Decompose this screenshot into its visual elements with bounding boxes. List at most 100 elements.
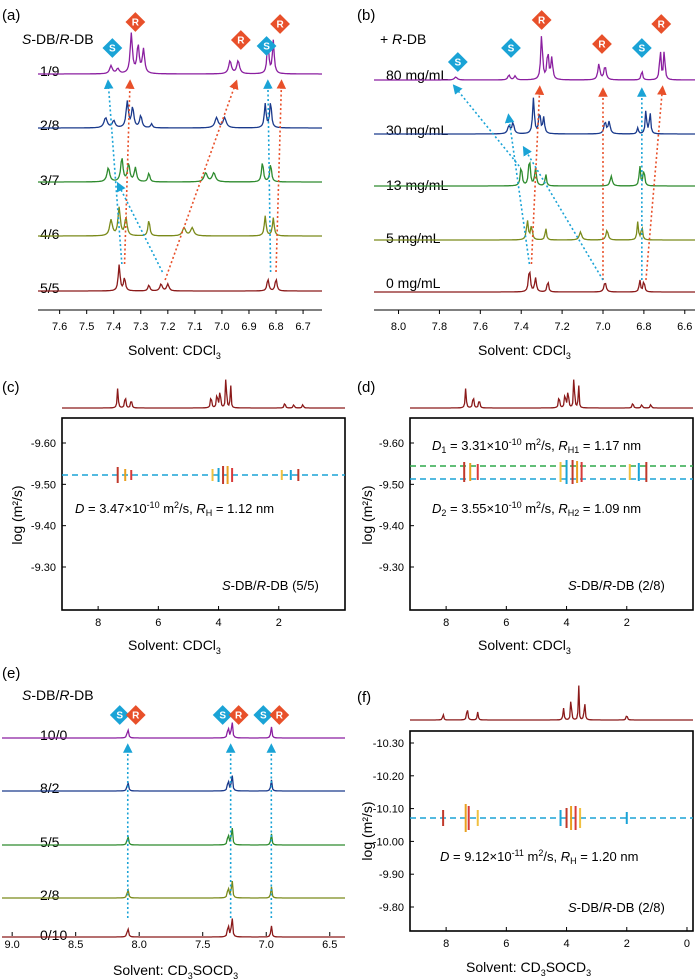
y-tick-label: -9.40: [31, 521, 56, 533]
axis-a-tick-label: 6.7: [295, 321, 310, 333]
badge-s-letter: S: [263, 42, 270, 53]
panel-a: (a) S-DB/R-DB 1/9 2/8 3/7 4/6 5/5 SRRSR …: [2, 7, 322, 361]
spectrum-line: [374, 270, 695, 293]
sample-c: S-DB/R-DB (5/5): [222, 578, 319, 593]
badge-r-letter: R: [237, 36, 245, 47]
panel-c: (c) -9.60 -9.50 -9.40 -9.30 log (m²/s) D = …: [2, 379, 346, 656]
row-label: 8/2: [40, 780, 60, 796]
panel-b-label: (b): [357, 7, 375, 24]
dosy-peaks-f: [442, 804, 628, 832]
x-axis-title-a: Solvent: CDCl3: [128, 342, 221, 361]
row-label: 80 mg/mL: [386, 67, 448, 83]
dosy-peaks-c: [116, 466, 300, 484]
x-axis-title-e: Solvent: CD3SOCD3: [113, 962, 238, 980]
annotation-c: D = 3.47×10-10 m2/s, RH = 1.12 nm: [75, 500, 274, 518]
row-label: 3/7: [40, 172, 60, 188]
panel-e-legend-title: S-DB/R-DB: [22, 687, 94, 703]
axis-a-tick-label: 6.8: [268, 321, 283, 333]
row-label: 2/8: [40, 117, 60, 133]
axis-a-tick-label: 7.0: [214, 321, 229, 333]
x-ticks-c: 8 6 4 2: [95, 606, 282, 629]
axis-b-tick-label: 7.8: [432, 321, 447, 333]
axis-a-tick-label: 7.1: [187, 321, 202, 333]
row-label: 13 mg/mL: [386, 177, 448, 193]
badge-s-letter: S: [219, 711, 226, 722]
y-axis-title-c: log (m²/s): [9, 485, 25, 544]
badge-r: R: [230, 30, 251, 50]
shift-arrow-s: [116, 181, 164, 273]
shift-arrow-s: [522, 145, 604, 281]
badge-s-letter: S: [639, 44, 646, 55]
badge-r-letter: R: [132, 18, 140, 29]
badge-s-shape: [102, 38, 123, 58]
spectrum-line: [2, 828, 345, 846]
badge-r: R: [269, 705, 290, 725]
x-ticks-f: 8 6 4 2 0: [443, 927, 690, 950]
badge-s-letter: S: [508, 44, 515, 55]
x-tick-label: 4: [215, 617, 221, 629]
badge-s-shape: [253, 705, 274, 725]
row-label: 0 mg/mL: [386, 275, 441, 291]
y-tick-label: -9.50: [379, 479, 404, 491]
y-tick-label: -9.30: [379, 562, 404, 574]
y-tick-label: -9.80: [379, 902, 404, 914]
y-axis-title-d: log (m²/s): [359, 485, 375, 544]
badge-s: S: [631, 38, 652, 58]
dosy-frame-d: [409, 417, 694, 611]
badge-s-letter: S: [109, 44, 116, 55]
spectra-e: [2, 722, 345, 938]
projection-line: [410, 685, 693, 721]
spectrum-line: [38, 100, 322, 129]
spectrum-line: [38, 158, 322, 183]
x-tick-label: 6: [155, 617, 161, 629]
panel-d-label: (d): [357, 379, 375, 396]
x-ticks-d: 8 6 4 2: [443, 606, 630, 629]
annotation-d2: D2 = 3.55×10-10 m2/s, RH2 = 1.09 nm: [432, 500, 641, 518]
x-ticks-a: 7.6 7.5 7.4 7.3 7.2 7.1 7.0 6.9 6.8 6.7: [52, 310, 311, 333]
shift-arrow-r: [164, 79, 239, 281]
dosy-frame-c: [61, 417, 346, 611]
y-tick-label: -9.30: [31, 562, 56, 574]
projection-line: [62, 379, 345, 409]
axis-b-tick-label: 7.0: [595, 321, 610, 333]
axis-e-tick-label: 7.0: [259, 939, 274, 951]
badge-s: S: [447, 52, 468, 72]
badge-r-shape: [269, 705, 290, 725]
x-axis-title-f: Solvent: CD3SOCD3: [466, 959, 591, 978]
spectra-a: [38, 32, 322, 292]
y-tick-label: -10.30: [373, 738, 404, 750]
badge-s: S: [253, 705, 274, 725]
x-tick-label: 6: [503, 617, 509, 629]
panel-b-legend-title: + R-DB: [380, 31, 426, 47]
spectrum-line: [374, 36, 695, 81]
badge-r: R: [125, 705, 146, 725]
badge-r: R: [651, 14, 672, 34]
panel-e-label: (e): [2, 665, 20, 682]
badge-s-shape: [447, 52, 468, 72]
panel-b: (b) + R-DB 80 mg/mL 30 mg/mL 13 mg/mL 5 …: [357, 7, 695, 361]
badge-r: R: [228, 705, 249, 725]
axis-a-tick-label: 7.4: [106, 321, 121, 333]
x-tick-label: 6: [503, 938, 509, 950]
badge-s-shape: [256, 36, 277, 56]
sample-d: S-DB/R-DB (2/8): [568, 578, 665, 593]
y-ticks-c: -9.60 -9.50 -9.40 -9.30: [31, 438, 66, 574]
panel-d: (d) -9.60 -9.50 -9.40 -9.30 log (m²/s) D1 =…: [357, 379, 694, 656]
axis-b-tick-label: 7.6: [473, 321, 488, 333]
x-tick-label: 8: [95, 617, 101, 629]
badge-s-letter: S: [260, 711, 267, 722]
x-axis-title-c: Solvent: CDCl3: [128, 637, 221, 656]
panel-a-label: (a): [2, 7, 20, 24]
shift-arrow-s: [103, 79, 123, 265]
badge-r-letter: R: [598, 40, 606, 51]
row-label: 2/8: [40, 887, 60, 903]
sample-f: S-DB/R-DB (2/8): [568, 900, 665, 915]
badge-s: S: [256, 36, 277, 56]
axis-b-tick-label: 7.4: [514, 321, 529, 333]
axis-a-tick-label: 6.9: [241, 321, 256, 333]
x-tick-label: 4: [563, 617, 569, 629]
axis-b-tick-label: 6.6: [677, 321, 692, 333]
